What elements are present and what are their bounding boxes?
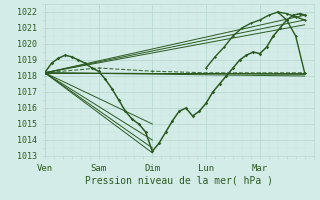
X-axis label: Pression niveau de la mer( hPa ): Pression niveau de la mer( hPa ) (85, 175, 273, 185)
